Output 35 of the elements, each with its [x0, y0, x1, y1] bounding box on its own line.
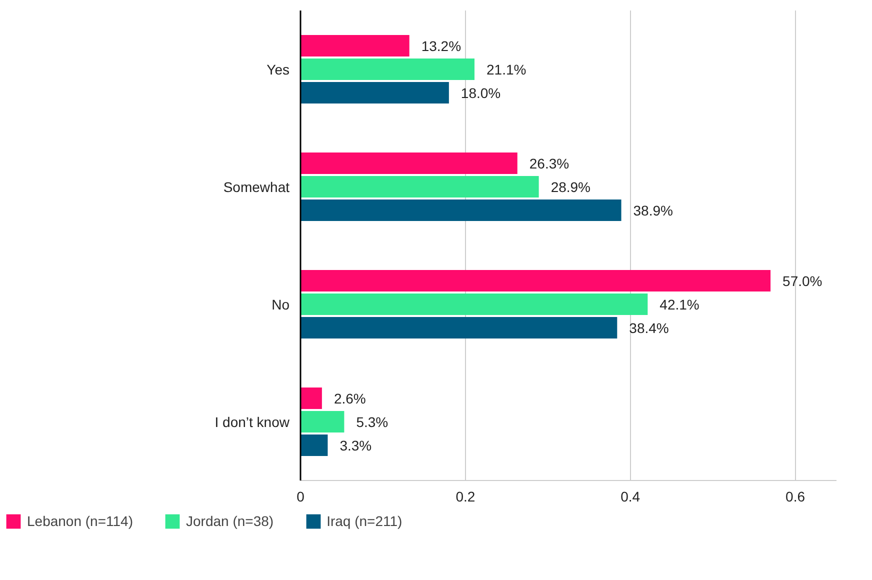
- bar: [300, 270, 771, 292]
- data-label: 3.3%: [340, 437, 372, 454]
- y-tick-label: Yes: [266, 61, 290, 78]
- data-label: 18.0%: [460, 84, 501, 101]
- y-tick-label: No: [272, 296, 290, 312]
- x-tick-label: 0.2: [456, 488, 476, 504]
- bar: [300, 387, 322, 410]
- data-label: 38.4%: [629, 320, 669, 336]
- data-label: 57.0%: [782, 272, 822, 289]
- data-label: 42.1%: [660, 296, 700, 312]
- data-label: 38.9%: [633, 202, 673, 218]
- legend-label: Iraq (n=211): [326, 513, 402, 529]
- data-label: 26.3%: [529, 155, 570, 172]
- bar: [300, 152, 518, 174]
- bar: [300, 434, 328, 456]
- x-tick-label: 0.4: [620, 488, 640, 504]
- bar: [300, 58, 474, 80]
- y-tick-label: Somewhat: [223, 178, 290, 195]
- bar: [300, 410, 344, 433]
- bar: [300, 34, 410, 57]
- data-label: 13.2%: [421, 38, 462, 54]
- data-label: 28.9%: [550, 178, 591, 195]
- bar: [300, 316, 618, 339]
- legend-label: Lebanon (n=114): [27, 513, 133, 529]
- y-tick-label: I don’t know: [214, 414, 290, 430]
- legend-label: Jordan (n=38): [186, 513, 274, 529]
- bar: [300, 199, 622, 222]
- x-tick-label: 0.6: [786, 488, 806, 504]
- bar: [300, 176, 539, 198]
- data-label: 5.3%: [356, 414, 388, 430]
- x-tick-label: 0: [296, 488, 305, 504]
- data-label: 2.6%: [334, 390, 366, 406]
- data-label: 21.1%: [486, 61, 526, 78]
- bar: [300, 82, 449, 104]
- bar: [300, 293, 648, 316]
